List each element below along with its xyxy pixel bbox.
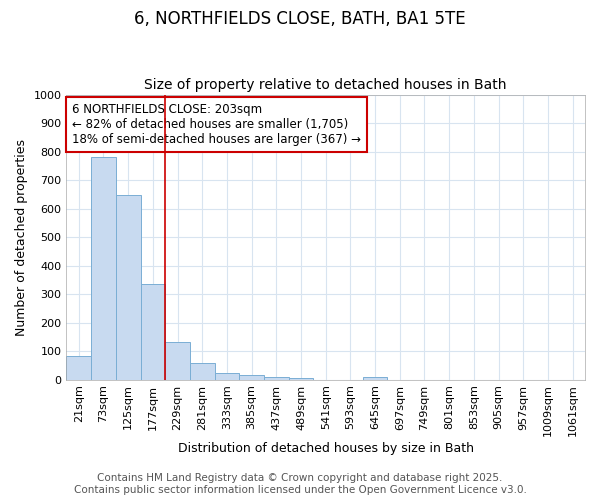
X-axis label: Distribution of detached houses by size in Bath: Distribution of detached houses by size …: [178, 442, 474, 455]
Text: 6 NORTHFIELDS CLOSE: 203sqm
← 82% of detached houses are smaller (1,705)
18% of : 6 NORTHFIELDS CLOSE: 203sqm ← 82% of det…: [71, 103, 361, 146]
Title: Size of property relative to detached houses in Bath: Size of property relative to detached ho…: [145, 78, 507, 92]
Bar: [363, 378, 388, 380]
Bar: [165, 342, 190, 380]
Bar: [190, 363, 215, 380]
Bar: [289, 378, 313, 380]
Text: Contains HM Land Registry data © Crown copyright and database right 2025.
Contai: Contains HM Land Registry data © Crown c…: [74, 474, 526, 495]
Bar: [140, 284, 165, 380]
Y-axis label: Number of detached properties: Number of detached properties: [15, 138, 28, 336]
Bar: [91, 158, 116, 380]
Bar: [239, 374, 264, 380]
Bar: [264, 377, 289, 380]
Text: 6, NORTHFIELDS CLOSE, BATH, BA1 5TE: 6, NORTHFIELDS CLOSE, BATH, BA1 5TE: [134, 10, 466, 28]
Bar: [215, 372, 239, 380]
Bar: [67, 356, 91, 380]
Bar: [116, 195, 140, 380]
